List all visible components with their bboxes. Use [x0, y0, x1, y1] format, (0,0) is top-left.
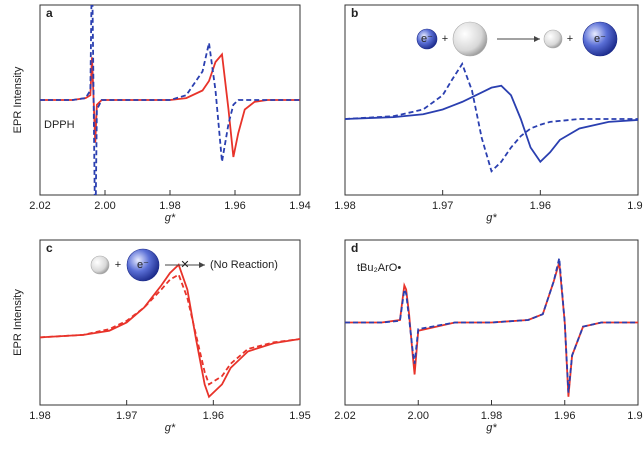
plot-frame [39, 239, 301, 406]
electron-sphere [582, 21, 618, 57]
x-tick-label: 1.98 [481, 410, 502, 422]
x-tick-label: 2.00 [408, 410, 429, 422]
spectrum-line [345, 262, 638, 397]
panel-letter: d [351, 241, 358, 255]
spectrum-line [345, 84, 638, 164]
x-tick-label: 1.98 [29, 410, 50, 422]
electron-label: e⁻ [594, 33, 606, 45]
x-tick-label: 1.94 [627, 410, 643, 422]
x-tick-label: 2.02 [29, 200, 50, 212]
y-axis-label: EPR Intensity [12, 289, 24, 356]
x-tick-label: 2.00 [94, 200, 115, 212]
x-axis-label: g* [165, 422, 176, 434]
molecule-sphere [543, 29, 563, 49]
x-tick-label: 1.94 [289, 200, 310, 212]
scheme-note: (No Reaction) [210, 259, 278, 271]
panel-letter: c [46, 241, 53, 255]
x-tick-label: 1.95 [627, 200, 643, 212]
electron-sphere [126, 248, 160, 282]
spectrum-line [345, 61, 638, 173]
y-axis-label: EPR Intensity [12, 66, 24, 133]
x-axis-label: g* [486, 422, 497, 434]
panel-letter: b [351, 6, 358, 20]
spectrum-line [40, 5, 300, 195]
plus-sign: + [567, 33, 573, 45]
spectrum-line [40, 52, 300, 158]
electron-label: e⁻ [421, 33, 433, 45]
x-tick-label: 2.02 [334, 410, 355, 422]
cross-mark: ✕ [180, 259, 189, 271]
electron-label: e⁻ [137, 259, 149, 271]
x-tick-label: 1.96 [203, 410, 224, 422]
electron-sphere [416, 28, 438, 50]
x-tick-label: 1.96 [224, 200, 245, 212]
arrow-head [534, 36, 540, 42]
plus-sign: + [442, 33, 448, 45]
spectrum-line [345, 257, 638, 393]
x-tick-label: 1.95 [289, 410, 310, 422]
plot-frame [344, 4, 639, 196]
molecule-sphere [452, 21, 488, 57]
x-axis-label: g* [165, 212, 176, 224]
x-axis-label: g* [486, 212, 497, 224]
x-tick-label: 1.96 [554, 410, 575, 422]
x-tick-label: 1.97 [432, 200, 453, 212]
plus-sign: + [115, 259, 121, 271]
molecule-sphere [90, 255, 110, 275]
panel-letter: a [46, 6, 53, 20]
spectrum-line [40, 273, 300, 386]
spectrum-line [40, 263, 300, 399]
arrow-head [199, 262, 205, 268]
x-tick-label: 1.98 [334, 200, 355, 212]
x-tick-label: 1.97 [116, 410, 137, 422]
x-tick-label: 1.96 [530, 200, 551, 212]
annotation: DPPH [44, 119, 75, 131]
annotation: tBu₂ArO• [357, 262, 401, 274]
x-tick-label: 1.98 [159, 200, 180, 212]
